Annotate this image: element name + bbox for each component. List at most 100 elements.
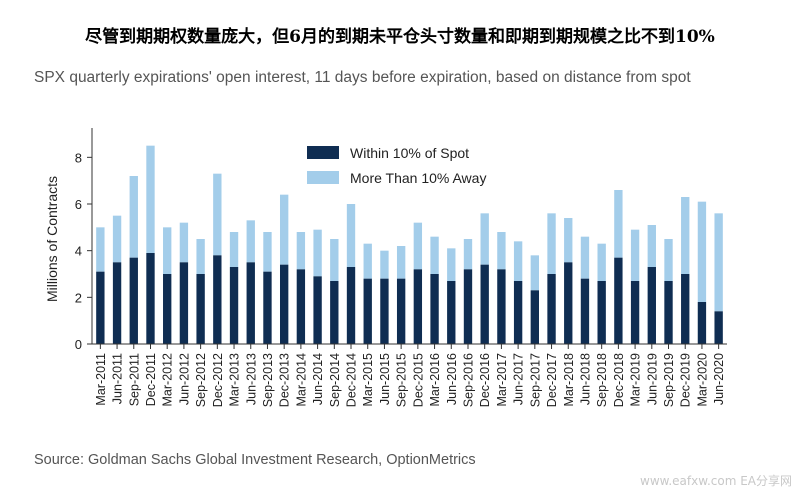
x-tick-label: Sep-2018 xyxy=(595,353,609,407)
y-tick-label: 2 xyxy=(75,290,82,305)
bar-more-than-10pct-away xyxy=(580,236,590,279)
bar-within-10pct-of-spot xyxy=(480,264,489,344)
bar-more-than-10pct-away xyxy=(480,213,489,265)
bar-more-than-10pct-away xyxy=(697,201,707,302)
bar-within-10pct-of-spot xyxy=(313,276,322,344)
x-tick-label: Sep-2016 xyxy=(461,353,475,407)
bar-more-than-10pct-away xyxy=(263,232,272,272)
bar-within-10pct-of-spot xyxy=(447,281,456,344)
bar-within-10pct-of-spot xyxy=(396,278,406,344)
x-tick-label: Sep-2019 xyxy=(662,353,676,407)
x-tick-label: Dec-2013 xyxy=(278,353,292,407)
bar-within-10pct-of-spot xyxy=(580,278,590,344)
bar-more-than-10pct-away xyxy=(313,229,322,277)
bar-within-10pct-of-spot xyxy=(296,269,306,344)
bar-more-than-10pct-away xyxy=(279,194,289,265)
bar-within-10pct-of-spot xyxy=(129,257,138,344)
y-tick-label: 4 xyxy=(75,244,82,259)
bar-more-than-10pct-away xyxy=(229,232,239,267)
bar-more-than-10pct-away xyxy=(112,215,122,263)
y-tick-label: 0 xyxy=(75,337,82,352)
bar-within-10pct-of-spot xyxy=(179,262,189,344)
bar-more-than-10pct-away xyxy=(530,255,540,291)
bar-more-than-10pct-away xyxy=(614,190,623,258)
bar-more-than-10pct-away xyxy=(380,250,389,279)
legend-label: More Than 10% Away xyxy=(350,170,486,186)
x-tick-label: Dec-2016 xyxy=(478,353,492,407)
bar-within-10pct-of-spot xyxy=(163,274,172,344)
bar-within-10pct-of-spot xyxy=(196,274,205,344)
bar-within-10pct-of-spot xyxy=(229,267,239,344)
bar-within-10pct-of-spot xyxy=(213,255,222,344)
legend-swatch xyxy=(307,171,339,184)
bar-within-10pct-of-spot xyxy=(263,271,272,344)
bar-more-than-10pct-away xyxy=(430,236,439,274)
bar-within-10pct-of-spot xyxy=(564,262,573,344)
bar-within-10pct-of-spot xyxy=(497,269,506,344)
x-tick-label: Jun-2011 xyxy=(111,353,125,404)
bar-more-than-10pct-away xyxy=(196,239,205,274)
x-tick-label: Mar-2016 xyxy=(428,353,442,407)
x-tick-label: Jun-2020 xyxy=(712,353,726,405)
x-tick-label: Jun-2016 xyxy=(445,353,459,405)
bar-more-than-10pct-away xyxy=(681,197,690,274)
bar-more-than-10pct-away xyxy=(179,222,189,263)
bar-more-than-10pct-away xyxy=(463,239,473,270)
bar-within-10pct-of-spot xyxy=(630,281,640,344)
watermark: www.eafxw.com EA分享网 xyxy=(640,474,792,488)
bar-within-10pct-of-spot xyxy=(346,267,356,344)
bar-more-than-10pct-away xyxy=(129,176,138,258)
bar-more-than-10pct-away xyxy=(497,232,506,270)
bar-more-than-10pct-away xyxy=(564,218,573,263)
bar-within-10pct-of-spot xyxy=(530,290,540,344)
x-tick-label: Sep-2017 xyxy=(528,353,542,407)
bar-more-than-10pct-away xyxy=(447,248,456,281)
source-note: Source: Goldman Sachs Global Investment … xyxy=(34,452,476,468)
x-tick-label: Sep-2013 xyxy=(261,353,275,407)
x-tick-label: Sep-2012 xyxy=(194,353,208,407)
bar-more-than-10pct-away xyxy=(146,145,155,253)
x-tick-label: Mar-2017 xyxy=(495,353,509,407)
bar-within-10pct-of-spot xyxy=(697,302,707,344)
bar-within-10pct-of-spot xyxy=(664,281,673,344)
x-tick-label: Mar-2015 xyxy=(361,353,375,407)
bar-more-than-10pct-away xyxy=(630,229,640,281)
x-tick-label: Dec-2019 xyxy=(679,353,693,407)
x-tick-label: Mar-2012 xyxy=(161,353,175,407)
x-tick-label: Mar-2020 xyxy=(695,353,709,407)
bar-within-10pct-of-spot xyxy=(96,271,105,344)
bar-more-than-10pct-away xyxy=(396,246,406,279)
bar-more-than-10pct-away xyxy=(647,225,656,267)
bars-group xyxy=(96,145,723,344)
x-tick-label: Dec-2018 xyxy=(612,353,626,407)
bar-more-than-10pct-away xyxy=(597,243,606,281)
bar-within-10pct-of-spot xyxy=(513,281,523,344)
x-tick-label: Mar-2013 xyxy=(228,353,242,407)
x-tick-label: Dec-2017 xyxy=(545,353,559,407)
x-tick-label: Mar-2019 xyxy=(629,353,643,407)
bar-within-10pct-of-spot xyxy=(681,274,690,344)
x-tick-label: Dec-2014 xyxy=(345,353,359,407)
x-tick-label: Mar-2018 xyxy=(562,353,576,407)
bar-more-than-10pct-away xyxy=(513,241,523,281)
bar-within-10pct-of-spot xyxy=(463,269,473,344)
bar-within-10pct-of-spot xyxy=(647,267,656,344)
bar-within-10pct-of-spot xyxy=(413,269,423,344)
legend-swatch xyxy=(307,146,339,159)
bar-more-than-10pct-away xyxy=(413,222,423,270)
bar-within-10pct-of-spot xyxy=(279,264,289,344)
x-tick-label: Dec-2011 xyxy=(144,353,158,406)
x-tick-label: Jun-2017 xyxy=(512,353,526,405)
bar-within-10pct-of-spot xyxy=(614,257,623,344)
y-axis-label: Millions of Contracts xyxy=(44,176,60,302)
bar-within-10pct-of-spot xyxy=(246,262,255,344)
bar-within-10pct-of-spot xyxy=(547,274,556,344)
x-tick-label: Jun-2012 xyxy=(177,353,191,405)
bar-more-than-10pct-away xyxy=(163,227,172,274)
bar-within-10pct-of-spot xyxy=(430,274,439,344)
bar-more-than-10pct-away xyxy=(346,204,356,267)
x-tick-label: Dec-2015 xyxy=(411,353,425,407)
legend: Within 10% of Spot More Than 10% Away xyxy=(307,145,486,186)
